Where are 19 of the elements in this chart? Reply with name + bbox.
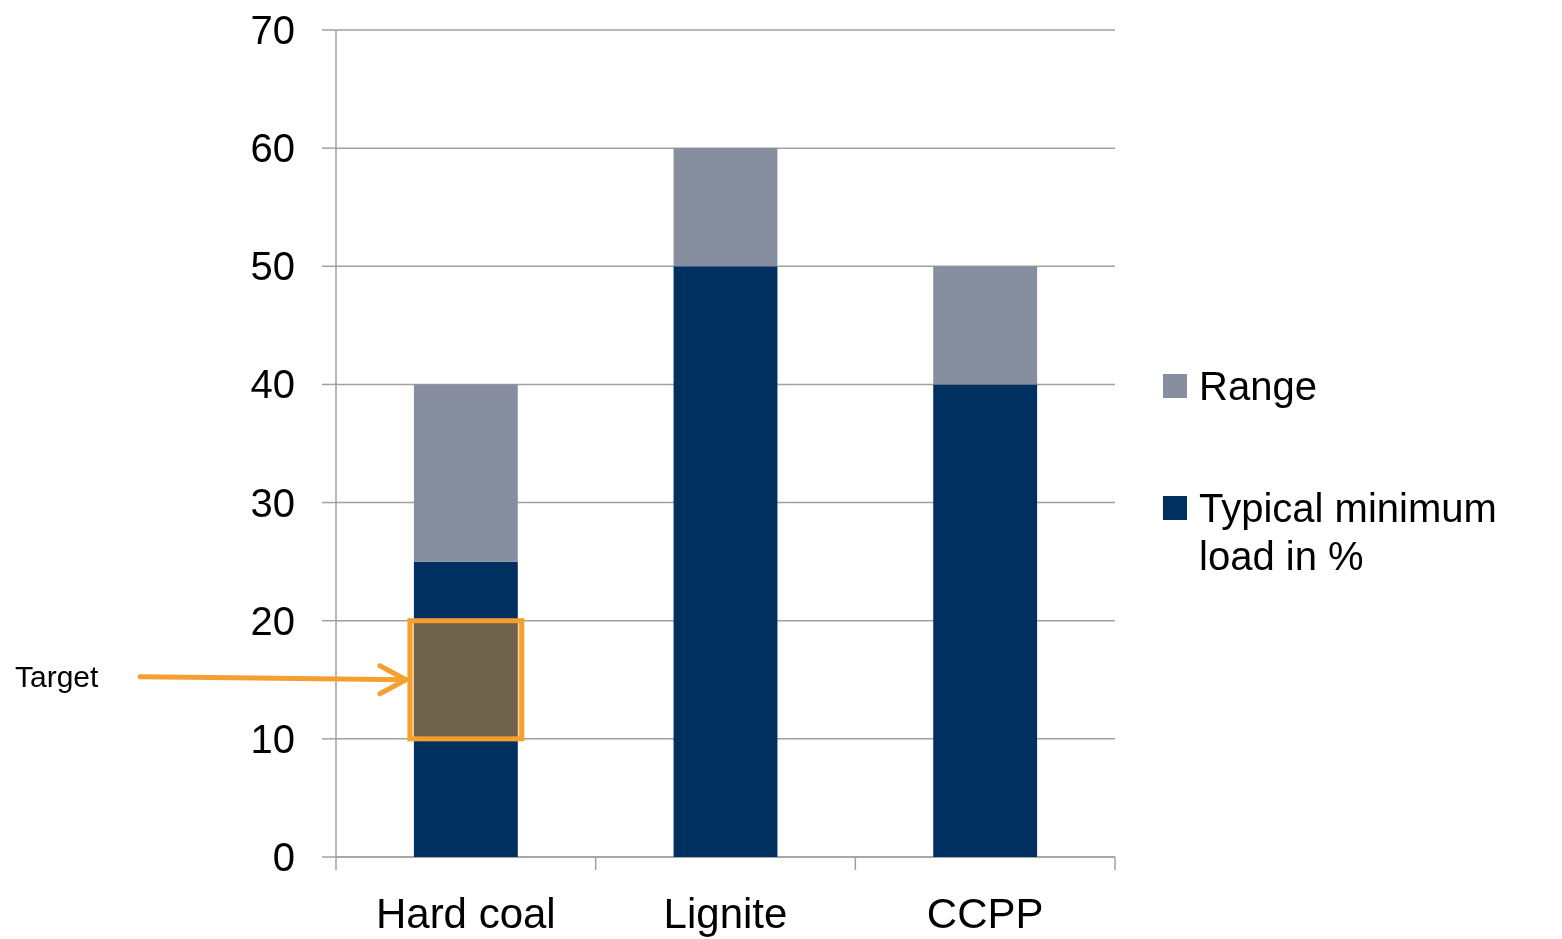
y-tick-label: 0 bbox=[272, 835, 295, 879]
y-tick-label: 20 bbox=[250, 598, 295, 643]
y-tick-label: 50 bbox=[250, 244, 295, 289]
y-tick-label: 40 bbox=[250, 362, 295, 407]
bar bbox=[933, 384, 1038, 857]
bar bbox=[933, 266, 1038, 385]
x-tick-label: Hard coal bbox=[375, 890, 556, 937]
x-tick-label: Lignite bbox=[663, 890, 788, 937]
legend-label: Typical minimum load in % bbox=[1199, 486, 1497, 578]
y-tick-label: 10 bbox=[250, 716, 295, 761]
bar bbox=[413, 384, 518, 562]
x-tick-label: CCPP bbox=[926, 890, 1044, 937]
y-tick-label: 70 bbox=[250, 8, 295, 52]
legend-label: Range bbox=[1199, 364, 1317, 408]
y-tick-label: 30 bbox=[250, 480, 295, 525]
bar bbox=[673, 148, 778, 267]
bar bbox=[673, 266, 778, 857]
y-tick-label: 60 bbox=[250, 126, 295, 171]
text: Target bbox=[15, 660, 100, 694]
